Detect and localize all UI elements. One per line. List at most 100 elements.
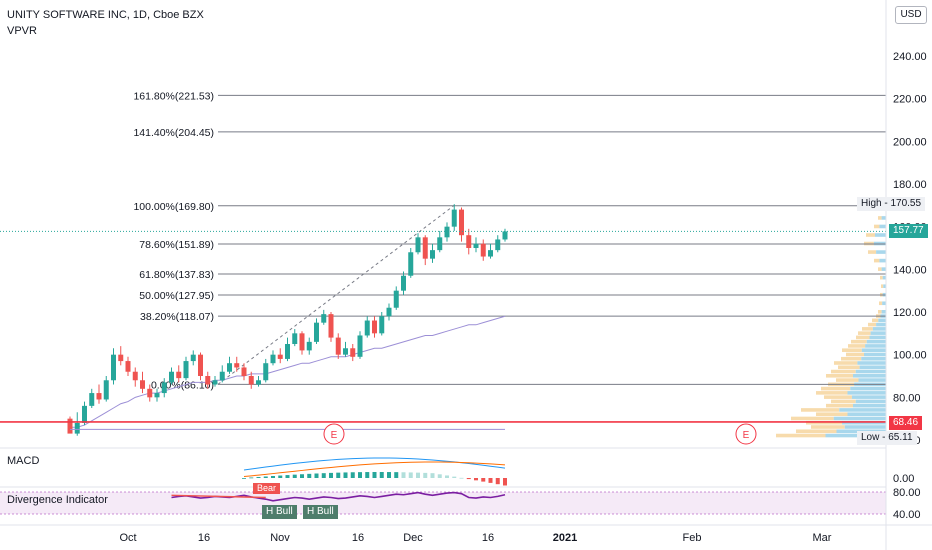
candle-body bbox=[161, 382, 167, 394]
earnings-marker-label: E bbox=[331, 430, 338, 441]
volume-profile-bar bbox=[878, 310, 882, 314]
volume-profile-bar bbox=[874, 224, 880, 229]
symbol-title[interactable]: UNITY SOFTWARE INC, 1D, Cboe BZX bbox=[7, 9, 204, 21]
macd-histogram-bar bbox=[379, 472, 384, 478]
macd-histogram-bar bbox=[408, 472, 413, 478]
candle-body bbox=[422, 237, 428, 259]
candle-body bbox=[459, 209, 464, 236]
candle-body bbox=[74, 422, 80, 434]
volume-profile-bar bbox=[850, 386, 886, 391]
candle-body bbox=[227, 363, 232, 372]
macd-label[interactable]: MACD bbox=[7, 455, 40, 467]
volume-profile-bar bbox=[879, 258, 886, 263]
candle-body bbox=[277, 354, 283, 359]
candle-body bbox=[234, 363, 240, 368]
candle-body bbox=[256, 380, 261, 385]
candlesticks bbox=[67, 204, 508, 436]
candle-body bbox=[495, 239, 501, 251]
candle-body bbox=[176, 371, 182, 379]
price-tick-label: 120.00 bbox=[893, 307, 927, 319]
divergence-label[interactable]: Divergence Indicator bbox=[7, 494, 108, 506]
macd-histogram-bar bbox=[278, 475, 283, 478]
volume-profile-bar bbox=[848, 344, 866, 348]
volume-profile-bar bbox=[868, 322, 877, 327]
volume-profile-bar bbox=[855, 369, 886, 374]
volume-profile-bar bbox=[883, 284, 886, 288]
macd-histogram-bar bbox=[350, 472, 355, 478]
candle-body bbox=[386, 307, 392, 317]
volume-profile-bar bbox=[811, 425, 845, 429]
divergence-pane: 80.00 40.00 bbox=[0, 487, 921, 521]
macd-histogram-bar bbox=[430, 473, 435, 478]
macd-histogram-bar bbox=[401, 472, 406, 478]
macd-pane: 0.00 bbox=[242, 457, 914, 486]
macd-histogram-bar bbox=[445, 475, 449, 478]
volume-profile-bar bbox=[878, 267, 882, 271]
time-tick-label: Oct bbox=[119, 532, 136, 544]
macd-histogram-bar bbox=[452, 476, 457, 478]
volume-profile-bar bbox=[861, 356, 886, 361]
price-tick-label: 180.00 bbox=[893, 179, 927, 191]
time-tick-label: Dec bbox=[403, 532, 423, 544]
volume-profile-bar bbox=[816, 391, 848, 395]
candle-body bbox=[393, 290, 399, 308]
macd-histogram-bar bbox=[285, 475, 290, 478]
divergence-indicator-line bbox=[171, 491, 506, 502]
indicator-label-vpvr[interactable]: VPVR bbox=[7, 25, 37, 37]
volume-profile-bar bbox=[872, 318, 879, 323]
macd-histogram-bar bbox=[307, 473, 312, 478]
volume-profile-bar bbox=[826, 374, 853, 378]
time-tick-label: 16 bbox=[352, 532, 364, 544]
time-tick-label: 16 bbox=[198, 532, 210, 544]
macd-histogram-bar bbox=[503, 478, 507, 486]
volume-profile-bar bbox=[862, 327, 873, 331]
volume-profile-bar bbox=[879, 224, 886, 229]
candle-body bbox=[321, 314, 327, 323]
volume-profile-bar bbox=[882, 275, 886, 280]
candle-body bbox=[473, 243, 479, 248]
volume-profile-bar bbox=[796, 429, 837, 434]
volume-profile-bar bbox=[882, 301, 886, 306]
candle-body bbox=[314, 322, 319, 342]
fib-level-label: 141.40%(204.45) bbox=[133, 127, 214, 139]
fib-level-label: 78.60%(151.89) bbox=[139, 239, 214, 251]
price-tick-label: 100.00 bbox=[893, 350, 927, 362]
macd-histogram-bar bbox=[459, 477, 464, 479]
candle-body bbox=[82, 405, 87, 423]
candle-body bbox=[372, 320, 377, 334]
volume-profile-bar bbox=[876, 322, 886, 327]
candle-body bbox=[140, 380, 145, 389]
candle-body bbox=[480, 243, 486, 257]
candle-body bbox=[190, 354, 196, 362]
macd-histogram-bar bbox=[394, 472, 399, 478]
price-tick-label: 220.00 bbox=[893, 94, 927, 106]
high-price-tag: High - 170.55 bbox=[857, 197, 926, 211]
earnings-marker-icon bbox=[735, 423, 757, 445]
fib-level-label: 61.80%(137.83) bbox=[139, 269, 214, 281]
volume-profile-bar bbox=[841, 356, 862, 361]
macd-histogram-bar bbox=[488, 478, 493, 483]
volume-profile-bar bbox=[880, 275, 883, 280]
volume-profile-bar bbox=[851, 395, 886, 399]
volume-profile-bar bbox=[836, 378, 859, 382]
macd-histogram-bar bbox=[314, 473, 319, 478]
volume-profile-bar bbox=[875, 233, 886, 237]
candle-body bbox=[96, 393, 102, 400]
divergence-tick-label: 80.00 bbox=[893, 487, 921, 499]
price-tick-label: 140.00 bbox=[893, 264, 927, 276]
volume-profile-bar bbox=[876, 250, 886, 254]
candle-body bbox=[343, 348, 348, 355]
time-tick-label: Nov bbox=[270, 532, 290, 544]
candle-body bbox=[335, 337, 341, 355]
earnings-marker-icon bbox=[323, 423, 345, 445]
volume-profile-bar bbox=[847, 391, 886, 395]
bear-divergence-line bbox=[171, 494, 266, 499]
candle-body bbox=[132, 371, 138, 381]
currency-button[interactable]: USD bbox=[895, 6, 927, 24]
volume-profile-bar bbox=[846, 352, 864, 357]
candle-body bbox=[415, 237, 421, 253]
candle-body bbox=[437, 237, 443, 251]
